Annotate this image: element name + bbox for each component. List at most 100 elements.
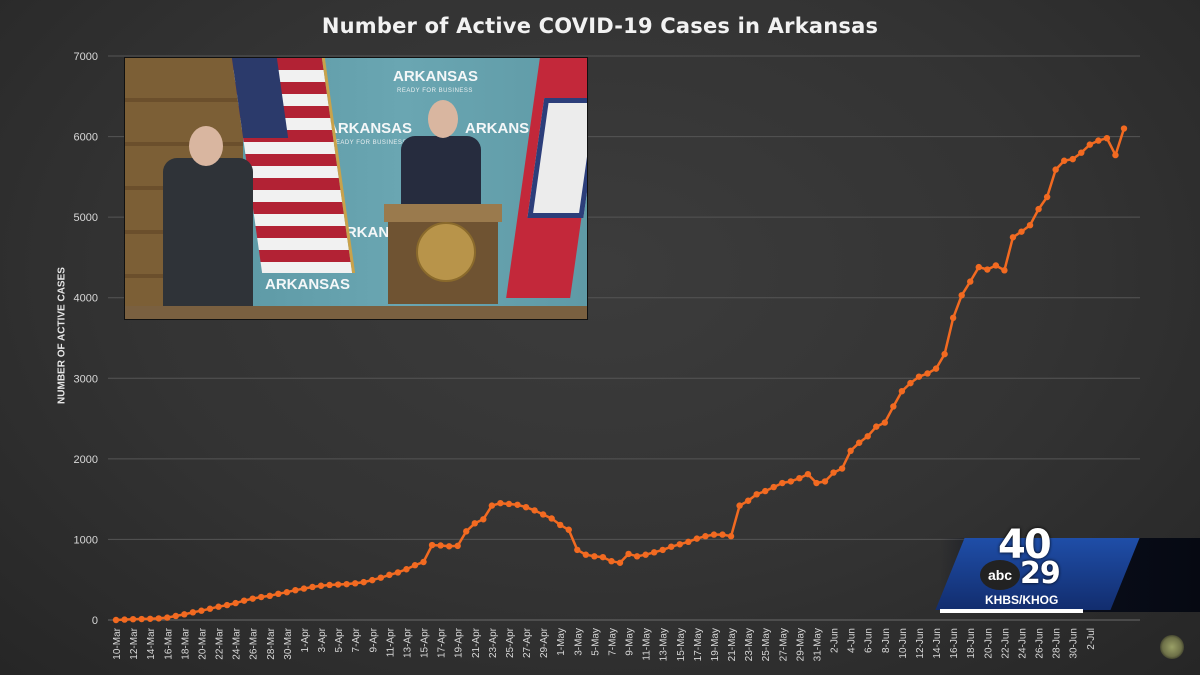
data-point: [129, 615, 137, 623]
backdrop-subtext: READY FOR BUSINESS: [331, 140, 407, 146]
data-point: [275, 590, 282, 598]
data-point: [454, 542, 461, 550]
data-point: [146, 615, 154, 622]
x-tick-label: 26-Jun: [1035, 628, 1046, 659]
x-tick-label: 24-Mar: [232, 627, 243, 659]
data-point: [172, 612, 179, 620]
data-point: [1086, 141, 1094, 148]
data-point: [428, 541, 436, 549]
data-point: [309, 583, 316, 591]
data-point: [958, 292, 965, 299]
x-tick-label: 22-Mar: [215, 627, 226, 659]
y-tick-label: 2000: [74, 454, 98, 466]
x-tick-label: 27-Apr: [522, 627, 533, 658]
data-point: [283, 589, 291, 596]
speaker-head: [428, 100, 458, 138]
data-point: [616, 559, 624, 566]
data-point: [992, 262, 1000, 269]
x-tick-label: 21-May: [727, 628, 738, 661]
x-tick-label: 28-Mar: [266, 627, 277, 659]
x-tick-label: 29-Apr: [539, 627, 550, 658]
y-tick-label: 4000: [74, 293, 98, 305]
data-point: [437, 542, 444, 549]
data-point: [488, 502, 496, 509]
data-point: [668, 543, 675, 550]
data-point: [497, 499, 504, 507]
data-point: [932, 365, 940, 372]
x-tick-label: 5-May: [590, 628, 601, 656]
x-tick-label: 7-May: [607, 628, 618, 656]
data-point: [522, 504, 530, 511]
data-point: [565, 526, 572, 533]
speaker-figure: [401, 136, 481, 216]
abc-logo-icon: abc: [980, 560, 1020, 590]
x-tick-label: 15-May: [676, 628, 687, 661]
data-point: [1009, 234, 1017, 241]
data-point: [770, 483, 777, 491]
data-point: [394, 569, 402, 576]
data-point: [847, 447, 854, 454]
chart-title: Number of Active COVID-19 Cases in Arkan…: [321, 14, 879, 38]
x-tick-label: 25-Apr: [505, 627, 516, 658]
data-point: [967, 278, 974, 285]
data-point: [1043, 193, 1051, 201]
data-point: [548, 515, 555, 522]
data-point: [1061, 157, 1068, 164]
data-point: [727, 533, 735, 540]
interpreter-figure: [163, 158, 253, 308]
data-point: [1120, 125, 1128, 132]
data-point: [1112, 151, 1119, 159]
data-point: [864, 433, 871, 440]
data-point: [326, 581, 333, 589]
data-point: [539, 511, 547, 518]
data-point: [334, 581, 342, 588]
data-point: [1078, 149, 1085, 156]
data-point: [796, 474, 803, 482]
data-point: [702, 533, 709, 540]
data-point: [693, 535, 701, 542]
data-point: [138, 615, 145, 623]
x-tick-label: 5-Apr: [334, 627, 345, 652]
data-point: [787, 478, 795, 485]
x-tick-label: 9-May: [625, 628, 636, 656]
data-point: [591, 553, 598, 560]
x-tick-label: 30-Jun: [1069, 628, 1080, 659]
x-tick-label: 9-Apr: [368, 627, 379, 652]
x-tick-label: 30-Mar: [283, 627, 294, 659]
data-point: [463, 528, 470, 535]
data-point: [1052, 166, 1059, 173]
x-tick-label: 12-Mar: [129, 627, 140, 659]
x-tick-label: 13-May: [659, 628, 670, 661]
channel-number-top: 40: [998, 522, 1052, 568]
y-axis-ticks: 0 1000 2000 3000 4000 5000 6000 7000: [74, 51, 98, 627]
data-point: [557, 521, 564, 529]
x-tick-label: 7-Apr: [351, 627, 362, 652]
x-tick-label: 16-Mar: [163, 627, 174, 659]
x-tick-label: 13-Apr: [402, 627, 413, 658]
x-tick-label: 23-May: [744, 628, 755, 661]
data-point: [582, 551, 590, 558]
data-point: [855, 439, 863, 446]
x-tick-label: 1-Apr: [300, 627, 311, 652]
x-tick-label: 10-Jun: [898, 628, 909, 659]
data-point: [659, 546, 666, 554]
x-tick-label: 21-Apr: [471, 627, 482, 658]
data-point: [890, 403, 897, 410]
data-point: [949, 314, 957, 322]
data-point: [830, 469, 837, 476]
data-point: [411, 562, 419, 569]
x-tick-label: 14-Jun: [932, 628, 943, 659]
data-point: [574, 546, 581, 554]
x-tick-label: 18-Mar: [180, 627, 191, 659]
x-tick-label: 14-Mar: [146, 627, 157, 659]
x-tick-label: 18-Jun: [966, 628, 977, 659]
data-point: [804, 470, 812, 478]
x-tick-label: 20-Jun: [983, 628, 994, 659]
x-tick-label: 29-May: [795, 628, 806, 661]
gridlines: [108, 55, 1140, 621]
x-tick-label: 1-May: [556, 628, 567, 656]
x-tick-label: 15-Apr: [420, 627, 431, 658]
x-tick-label: 16-Jun: [949, 628, 960, 659]
data-point: [608, 557, 615, 565]
x-tick-label: 19-Apr: [454, 627, 465, 658]
